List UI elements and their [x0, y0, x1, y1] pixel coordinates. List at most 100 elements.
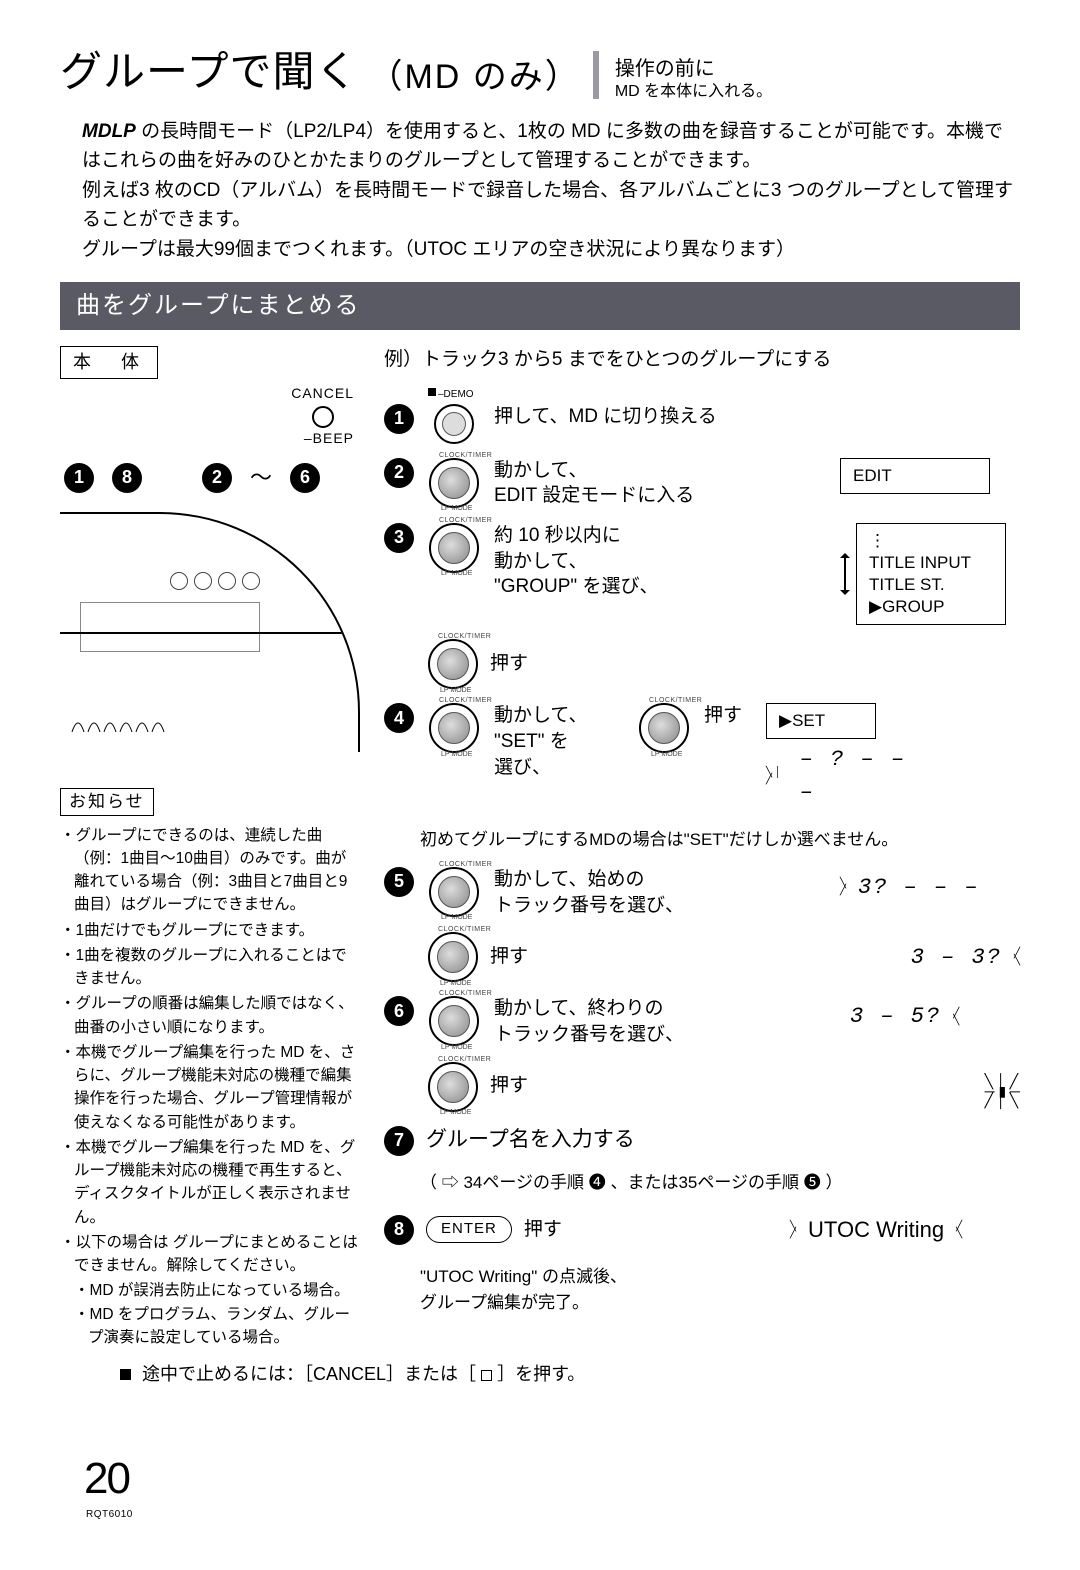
up-down-arrow-icon [840, 548, 850, 600]
stop-icon [481, 1370, 492, 1381]
notice-item: ・本機でグループ編集を行った MD を、さらに、グループ機能未対応の機種で編集操… [60, 1041, 360, 1134]
step-num-7: 7 [384, 1126, 414, 1156]
cancel-button-icon [312, 406, 334, 428]
footer-note: 途中で止めるには：［CANCEL］または［ ］を押す。 [120, 1361, 1020, 1388]
step-3-press: CLOCK/TIMER LP MODE 押す [428, 639, 1020, 689]
display-seg5b: 3 – 3? ╱╲ [901, 937, 1020, 978]
notice-item: ・グループの順番は編集した順ではなく、曲番の小さい順になります。 [60, 992, 360, 1039]
stop-note-a: 途中で止めるには：［CANCEL］または［ [142, 1364, 476, 1384]
demo-label-row: –DEMO [428, 387, 1020, 402]
lp-bold: LP [112, 121, 136, 142]
display-seg5: ╲╱ 3? – – – [840, 867, 990, 908]
step-num-2: 2 [384, 458, 414, 488]
display-burst-icon: ╲ │ ╱─ ▮ ─╱ │ ╲ [985, 1077, 1020, 1106]
notice-item: ・以下の場合は グループにまとめることはできません。解除してください。 [60, 1231, 360, 1278]
step-num-5: 5 [384, 867, 414, 897]
enter-button-icon: ENTER [426, 1216, 512, 1243]
mdlp-prefix: MD [82, 121, 112, 142]
cancel-area: CANCEL –BEEP [60, 383, 354, 449]
step6-b: トラック番号を選び、 [494, 1024, 684, 1045]
step8-note: "UTOC Writing" の点滅後、 グループ編集が完了。 [420, 1264, 1020, 1315]
step-6-press: CLOCK/TIMER LP MODE 押す ╲ │ ╱─ ▮ ─╱ │ ╲ [428, 1062, 1020, 1112]
stop-note-b: ］を押す。 [497, 1364, 585, 1384]
ref-2: 2 [202, 463, 232, 493]
display-set: ▶SET [766, 703, 876, 739]
stop-square-icon [428, 388, 436, 396]
display-seg: ╲ │ ╱ – ? – – – [766, 739, 946, 813]
step-6: 6 CLOCK/TIMER LP MODE 動かして、終わりの トラック番号を選… [384, 996, 1020, 1047]
page-code: RQT6010 [86, 1507, 133, 1522]
notice-item: ・1曲を複数のグループに入れることはできません。 [60, 944, 360, 991]
step2-a: 動かして、 [494, 460, 587, 481]
step-5-press: CLOCK/TIMER LP MODE 押す 3 – 3? ╱╲ [428, 932, 1020, 982]
tilde: ～ [250, 461, 272, 494]
step3-c: "GROUP" を選び、 [494, 576, 658, 597]
preface: 操作の前に MD を本体に入れる。 [615, 56, 772, 103]
step4-c: 選び、 [494, 757, 551, 778]
dial-press-icon: CLOCK/TIMER LP MODE [639, 703, 689, 753]
display-edit: EDIT [840, 458, 990, 494]
beep-label: –BEEP [60, 428, 354, 449]
preface-line1: 操作の前に [615, 56, 772, 82]
notice-sub: ・MD をプログラム、ランダム、グループ演奏に設定している場合。 [60, 1303, 360, 1350]
step-2: 2 CLOCK/TIMER LP MODE 動かして、 EDIT 設定モードに入… [384, 458, 1020, 509]
display-utoc: ╲╱ UTOC Writing ╱╲ [790, 1209, 962, 1250]
step-ref-row: 1 8 2 ～ 6 [64, 461, 360, 494]
dial-icon: CLOCK/TIMER LP MODE [429, 458, 479, 508]
step3-press: 押す [490, 650, 528, 679]
step-5: 5 CLOCK/TIMER LP MODE 動かして、始めの トラック番号を選び… [384, 867, 1020, 918]
step-3: 3 CLOCK/TIMER LP MODE 約 10 秒以内に 動かして、 "G… [384, 523, 1020, 625]
page-number: 20 [84, 1446, 129, 1512]
notice-list: ・グループにできるのは、連続した曲（例：1曲目～10曲目）のみです。曲が離れてい… [60, 824, 360, 1350]
title-sub: （MD のみ） [368, 52, 580, 103]
notice-item: ・本機でグループ編集を行った MD を、グループ機能未対応の機種で再生すると、デ… [60, 1136, 360, 1229]
step7-note: （ ⇨ 34ページの手順 ❹ 、または35ページの手順 ❺ ） [420, 1170, 1020, 1196]
step-num-4: 4 [384, 703, 414, 733]
preface-line2: MD を本体に入れる。 [615, 82, 772, 103]
ref-8: 8 [112, 463, 142, 493]
step1-text: 押して、MD に切り換える [494, 404, 1020, 430]
dial-press-icon: CLOCK/TIMER LP MODE [428, 639, 478, 689]
step6-press: 押す [490, 1072, 973, 1101]
step-num-6: 6 [384, 996, 414, 1026]
device-illustration [60, 512, 360, 752]
step7-text: グループ名を入力する [426, 1126, 1020, 1154]
dial-icon: CLOCK/TIMER LP MODE [429, 523, 479, 573]
notice-sub: ・MD が誤消去防止になっている場合。 [60, 1279, 360, 1302]
left-column: 本 体 CANCEL –BEEP 1 8 2 ～ 6 お知らせ [60, 346, 360, 1349]
dial-press-icon: CLOCK/TIMER LP MODE [428, 1062, 478, 1112]
step4-press: 押す [704, 703, 754, 729]
notice-item: ・グループにできるのは、連続した曲（例：1曲目～10曲目）のみです。曲が離れてい… [60, 824, 360, 917]
divider-bar [593, 51, 599, 99]
title-main: グループで聞く [60, 40, 358, 103]
step-1: 1 押して、MD に切り換える [384, 404, 1020, 444]
notice-label: お知らせ [60, 788, 154, 816]
step-8: 8 ENTER 押す ╲╱ UTOC Writing ╱╲ [384, 1209, 1020, 1250]
step-4: 4 CLOCK/TIMER LP MODE 動かして、 "SET" を 選び、 … [384, 703, 1020, 813]
body-label: 本 体 [60, 346, 158, 379]
cancel-label: CANCEL [60, 383, 354, 404]
step-num-1: 1 [384, 404, 414, 434]
ref-6: 6 [290, 463, 320, 493]
demo-label: –DEMO [438, 389, 474, 400]
step-num-3: 3 [384, 523, 414, 553]
intro-p2: 例えば3 枚のCD（アルバム）を長時間モードで録音した場合、各アルバムごとに3 … [82, 180, 1013, 230]
page-header: グループで聞く （MD のみ） 操作の前に MD を本体に入れる。 [60, 40, 1020, 103]
dial-press-icon: CLOCK/TIMER LP MODE [428, 932, 478, 982]
demo-button-icon [434, 404, 474, 444]
vent-icon [70, 712, 190, 742]
display-seg6: 3 – 5? ╱╲ [840, 996, 959, 1037]
right-column: 例）トラック3 から5 までをひとつのグループにする –DEMO 1 押して、M… [384, 346, 1020, 1349]
step4-note: 初めてグループにするMDの場合は"SET"だけしか選べません。 [420, 827, 1020, 853]
step6-a: 動かして、終わりの [494, 998, 663, 1019]
square-bullet-icon [120, 1369, 131, 1380]
display-group: ⋮ TITLE INPUT TITLE ST. ▶GROUP [856, 523, 1006, 625]
dial-icon: CLOCK/TIMER LP MODE [429, 703, 479, 753]
step5-press: 押す [490, 943, 889, 972]
step4-b: "SET" を [494, 731, 569, 752]
step-num-8: 8 [384, 1215, 414, 1245]
step2-b: EDIT 設定モードに入る [494, 485, 694, 506]
step5-a: 動かして、始めの [494, 869, 644, 890]
dial-icon: CLOCK/TIMER LP MODE [429, 867, 479, 917]
step3-b: 動かして、 [494, 551, 587, 572]
